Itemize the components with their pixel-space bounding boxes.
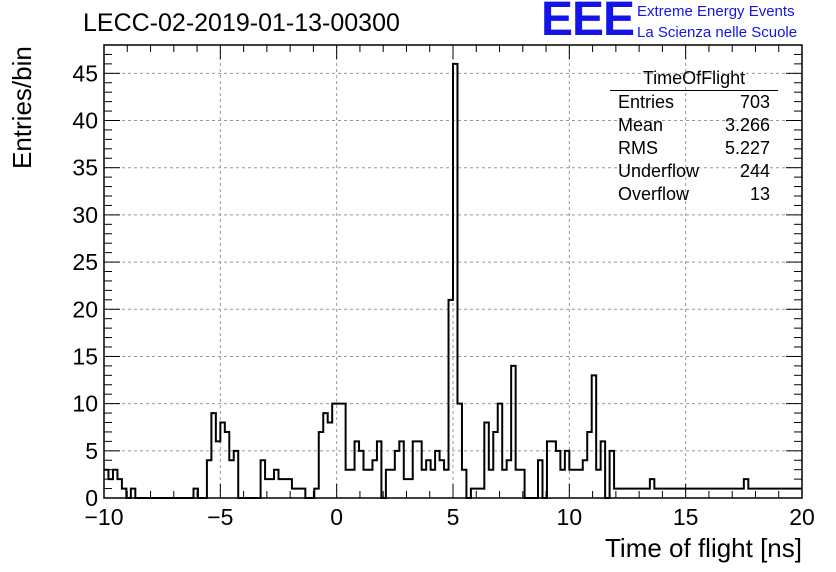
stat-label: RMS [618,138,658,158]
x-tick-label: 0 [330,504,343,530]
stat-value: 244 [739,161,770,181]
histogram-line [104,62,802,499]
logo-line-1: Extreme Energy Events [637,3,795,20]
y-tick-label: 45 [72,60,98,86]
stats-box: TimeOfFlight Entries 703 Mean 3.266 RMS … [610,68,778,206]
y-tick-label: 30 [72,202,98,228]
chart-title: LECC-02-2019-01-13-00300 [83,9,400,37]
y-tick-label: 40 [72,108,98,134]
logo-line-2: La Scienza nelle Scuole [637,24,798,41]
stat-value: 5.227 [724,138,770,158]
x-tick-label: −5 [207,504,233,530]
y-tick-label: 25 [72,249,98,275]
x-axis-label: Time of flight [ns] [605,533,802,563]
eee-logo: EEE [541,0,635,46]
stats-row-entries: Entries 703 [610,91,778,114]
x-tick-label: 20 [789,504,815,530]
x-tick-label: 5 [447,504,460,530]
stat-label: Overflow [618,184,690,204]
y-tick-label: 15 [72,343,98,369]
stats-row-overflow: Overflow 13 [610,183,778,206]
stat-value: 3.266 [724,115,770,135]
stat-value: 703 [739,92,770,112]
stat-label: Mean [618,115,664,135]
x-tick-label: 15 [673,504,699,530]
stats-row-rms: RMS 5.227 [610,137,778,160]
y-tick-label: 5 [85,438,98,464]
y-tick-label: 35 [72,155,98,181]
y-axis-label: Entries/bin [7,46,37,169]
y-tick-label: 10 [72,391,98,417]
stat-value: 13 [749,184,770,204]
stat-label: Entries [618,92,675,112]
x-tick-label: 10 [557,504,583,530]
axis-ticks [103,44,803,499]
stats-row-mean: Mean 3.266 [610,114,778,137]
y-tick-label: 0 [85,485,98,511]
x-tick-label: −10 [84,504,123,530]
stats-title: TimeOfFlight [610,68,778,91]
axis-tick-labels: −10 −5 0 5 10 15 20 0 5 10 15 20 25 30 35 40 45 [72,60,814,530]
stats-row-underflow: Underflow 244 [610,160,778,183]
y-tick-label: 20 [72,296,98,322]
stat-label: Underflow [618,161,700,181]
